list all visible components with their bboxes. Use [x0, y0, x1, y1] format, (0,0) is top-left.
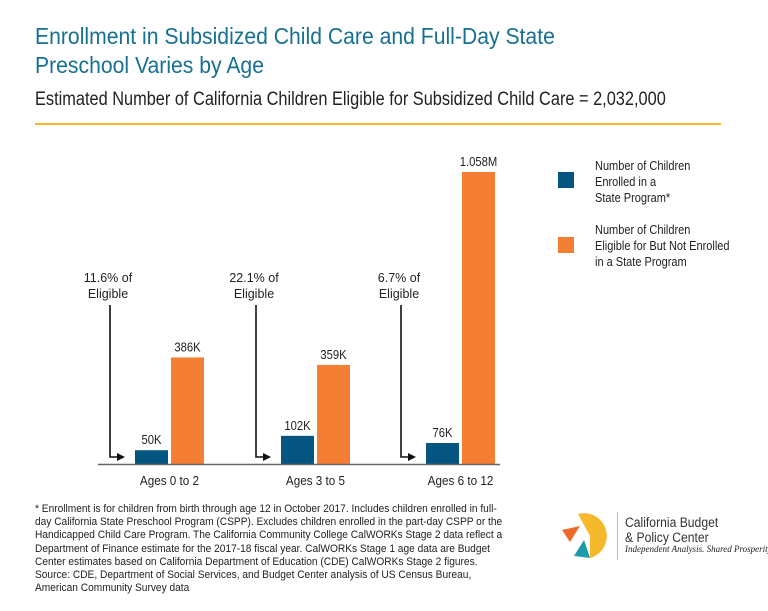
legend-label: Number of Children Enrolled in a State P… — [595, 159, 691, 205]
bar-not-enrolled — [317, 364, 350, 464]
legend-swatch-enrolled — [558, 172, 574, 188]
chart-title: Enrollment in Subsidized Child Care and … — [35, 22, 555, 80]
annotation-arrow — [255, 305, 271, 461]
annotation-percent: 22.1% of — [229, 271, 279, 285]
title-line-1: Enrollment in Subsidized Child Care and … — [35, 23, 555, 49]
legend-swatch-not-enrolled — [558, 237, 574, 253]
annotation-label: Eligible — [379, 287, 419, 301]
footnotes: * Enrollment is for children from birth … — [35, 503, 503, 595]
bar-value-label: 386K — [174, 340, 200, 355]
bar-value-label: 359K — [320, 347, 346, 362]
annotation-arrow — [109, 305, 125, 461]
category-label: Ages 6 to 12 — [428, 473, 494, 488]
category-label: Ages 0 to 2 — [140, 473, 199, 488]
source-note: Source: CDE, Department of Social Servic… — [35, 569, 472, 595]
annotation-percent: 11.6% of — [84, 271, 133, 285]
annotation-percent: 6.7% of — [378, 271, 421, 285]
title-line-2: Preschool Varies by Age — [35, 52, 264, 78]
bar-value-label: 76K — [432, 425, 452, 440]
bar-enrolled — [426, 443, 459, 464]
annotation-label: Eligible — [234, 287, 274, 301]
chart-subtitle: Estimated Number of California Children … — [35, 89, 666, 110]
bar-not-enrolled — [462, 172, 495, 464]
bar-value-label: 102K — [284, 418, 310, 433]
logo-name: California Budget & Policy Center — [625, 515, 719, 545]
bar-value-label: 50K — [141, 433, 161, 448]
logo-mark-icon — [562, 513, 607, 558]
bar-chart: 50K 386K Ages 0 to 2 11.6% of Eligible 102K 35… — [84, 154, 500, 488]
bar-enrolled — [135, 450, 168, 464]
logo-tagline: Independent Analysis. Shared Prosperity. — [625, 544, 768, 554]
title-divider — [35, 123, 721, 125]
bar-enrolled — [281, 435, 314, 464]
annotation-label: Eligible — [88, 287, 128, 301]
annotation-arrow — [400, 305, 416, 461]
legend-label: Number of Children Eligible for But Not … — [595, 223, 730, 269]
logo-divider — [617, 512, 618, 560]
bar-not-enrolled — [171, 357, 204, 464]
footnote: * Enrollment is for children from birth … — [35, 503, 503, 568]
bar-value-label: 1.058M — [460, 154, 497, 169]
category-label: Ages 3 to 5 — [286, 473, 345, 488]
